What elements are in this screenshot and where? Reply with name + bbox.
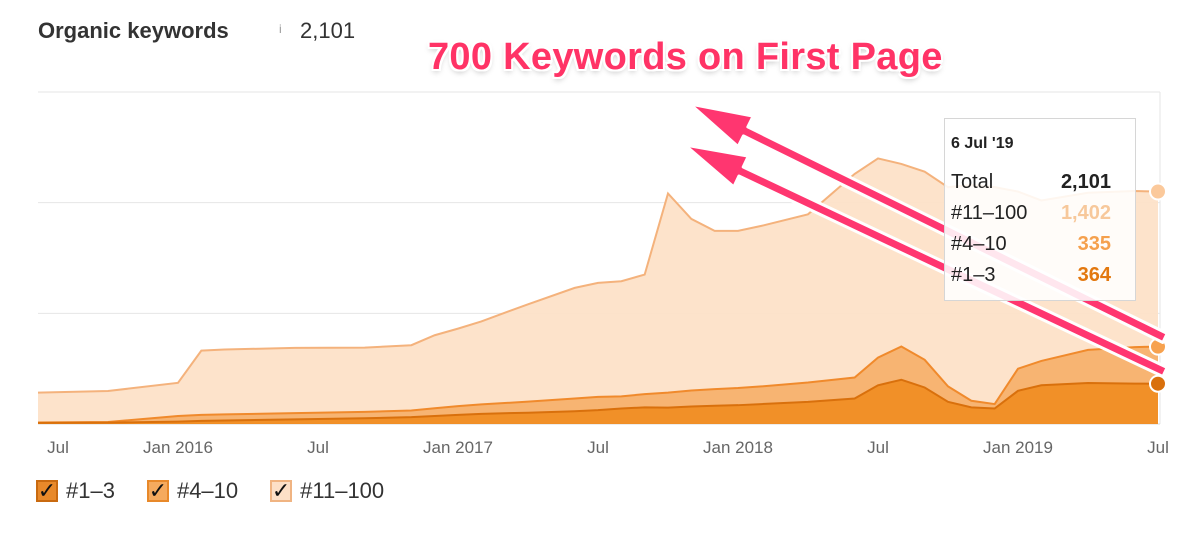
tooltip-row-value: 1,402 [1060,202,1111,224]
area-series-0 [38,379,1158,424]
x-tick-label: Jul [1147,438,1169,457]
tooltip-row: #11–100 1,402 [951,202,1111,233]
area-series-line-1 [37,345,1159,424]
legend-item[interactable]: ✓ #4–10 [146,478,239,504]
tooltip-row-label: #1–3 [951,264,996,286]
x-tick-label: Jul [867,438,889,457]
x-tick-label: Jan 2017 [423,438,493,457]
x-tick-label: Jul [587,438,609,457]
tooltip-row: #1–3 364 [951,264,1111,295]
chart-tooltip: 6 Jul '19 Total 2,101 #11–100 1,402 #4–10 335… [944,118,1136,301]
x-tick-label: Jan 2016 [143,438,213,457]
series-endpoint-marker[interactable] [1149,182,1167,201]
legend-checkbox[interactable]: ✓ [146,478,169,503]
legend-label: #4–10 [176,478,239,503]
legend-item[interactable]: ✓ #11–100 [270,478,384,504]
tooltip-row-label: #4–10 [951,233,1007,255]
chart-legend: ✓ #1–3 ✓ #4–10 ✓ #11–100 [36,478,416,504]
tooltip-row-value: 2,101 [1060,171,1111,193]
tooltip-row-value: 335 [1077,233,1111,255]
legend-label: #1–3 [66,478,115,503]
legend-label: #11–100 [300,478,385,503]
annotation-arrow-lower [683,143,1169,379]
x-tick-label: Jul [307,438,329,457]
tooltip-row-label: Total [951,171,994,193]
tooltip-date: 6 Jul '19 [951,135,1014,152]
tooltip-row-value: 364 [1077,264,1111,286]
tooltip-row-label: #11–100 [951,202,1028,224]
headline-annotation: 700 Keywords on First Page [428,36,943,78]
area-series-1 [38,346,1158,423]
tooltip-row: Total 2,101 [951,171,1111,202]
area-series-2 [38,158,1158,423]
series-endpoint-marker[interactable] [1149,374,1167,393]
legend-checkbox[interactable]: ✓ [270,478,293,503]
legend-checkbox[interactable]: ✓ [36,478,58,503]
info-icon[interactable]: i [279,22,282,36]
x-tick-label: Jan 2019 [983,438,1053,457]
chart-title: Organic keywords [38,18,229,43]
x-tick-label: Jul [47,438,69,457]
legend-item[interactable]: ✓ #1–3 [36,478,115,504]
x-tick-label: Jan 2018 [703,438,773,457]
tooltip-row: #4–10 335 [951,233,1111,264]
area-series-line-0 [37,378,1159,424]
total-keywords-value: 2,101 [300,18,356,43]
